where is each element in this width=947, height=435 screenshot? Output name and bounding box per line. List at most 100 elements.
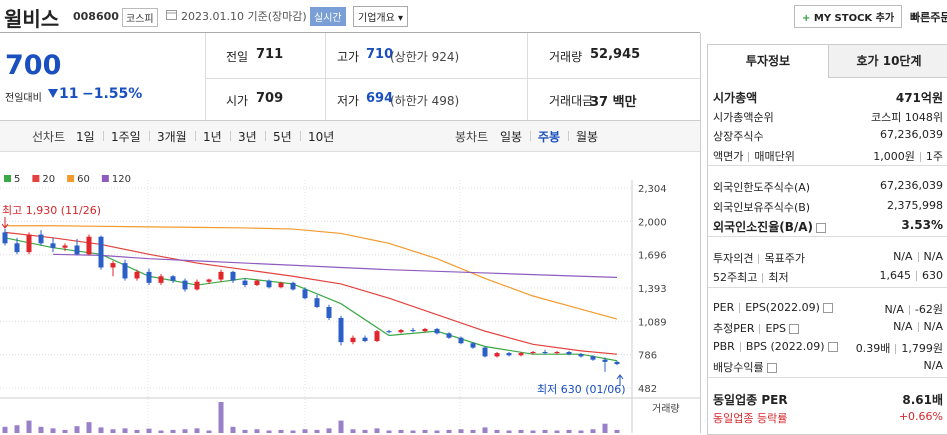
quote-value: 711 [256,47,284,62]
candle-period-tab[interactable]: 주봉 [538,130,561,144]
volume-bar [38,426,44,433]
tab-separator [530,131,531,141]
volume-bar [590,429,596,433]
quote-value: 709 [256,91,284,106]
separator [916,271,917,281]
info-row: 외국인한도주식수(A) 67,236,039 [713,179,943,195]
divider [700,33,701,433]
info-label-part: 동일업종 등락률 [713,412,788,425]
separator [895,343,897,354]
help-icon [822,302,833,313]
panel-tab[interactable]: 투자정보 [708,45,828,77]
quote-label: 저가 [337,94,360,108]
candle-body [362,337,368,342]
legend-label: 120 [112,174,131,185]
volume-bar [62,429,68,433]
y-tick-label: 2,304 [638,184,667,195]
info-value-part: N/A [884,302,904,316]
candle-body [566,351,572,355]
candle-period-tab[interactable]: 일봉 [500,130,523,144]
volume-bar [386,430,392,433]
candle-body [62,245,68,248]
info-value: 2,375,998 [887,199,943,215]
info-label: 외국인소진율(B/A) [713,218,827,235]
mystock-button[interactable]: + MY STOCK 추가 [794,5,903,28]
quote-extra: (하한가 498) [390,94,460,108]
info-row: 동일업종 PER 8.61배 [713,391,943,408]
candle-body [398,330,404,333]
info-value-part: 471억원 [895,91,943,105]
moving-average [52,253,618,278]
volume-bar [614,429,620,433]
candle-body [434,328,440,334]
panel-tab[interactable]: 호가 10단계 [828,45,947,78]
info-label-part: 배당수익률 [713,361,764,374]
candle-body [494,353,500,357]
panel-divider [708,286,947,288]
separator [908,304,910,315]
period-tab[interactable]: 10년 [308,130,335,144]
info-value-part: 67,236,039 [880,179,943,192]
volume-bar [14,425,20,433]
panel-divider [708,165,947,166]
period-tab[interactable]: 1일 [76,130,95,144]
separator [748,151,750,162]
info-label-part: 외국인한도주식수(A) [713,181,811,194]
volume-bar [134,429,140,433]
info-value: 67,236,039 [880,179,943,195]
volume-bar [518,429,524,433]
candle-body [578,354,584,357]
quick-order[interactable]: 빠른주문 [910,11,947,24]
volume-bar [2,426,8,433]
divider [527,33,528,120]
candle-period-tab[interactable]: 월봉 [576,130,599,144]
volume-bar [206,430,212,433]
info-label-part: 시가총액 [713,91,758,105]
candle-body [242,280,248,286]
legend-swatch [4,175,11,182]
info-label: PBR BPS (2022.09) [713,340,838,356]
volume-bar [290,430,296,433]
realtime-badge[interactable]: 실시간 [310,7,346,26]
tab-separator [195,131,196,141]
tab-separator [568,131,569,141]
info-row: 시가총액 471억원 [713,89,943,106]
candle-body [146,271,152,283]
candle-body [26,234,32,253]
info-value: N/A [924,359,943,375]
volume-bar [314,429,320,433]
volume-bar [254,429,260,433]
volume-bar [326,428,332,433]
volume-bar [470,429,476,433]
candle-body [290,282,296,290]
high-label: 최고 1,930 (11/26) [2,204,101,217]
period-tab[interactable]: 3년 [238,130,257,144]
info-row: 52주최고 최저 1,645 630 [713,269,943,285]
period-tab[interactable]: 5년 [273,130,292,144]
company-button[interactable]: 기업개요 ▾ [353,6,409,27]
volume-bar [482,427,488,433]
calendar-icon [166,10,177,20]
candle-body [350,337,356,343]
period-tab[interactable]: 1년 [203,130,222,144]
volume-bar [410,430,416,433]
volume-bar [422,429,428,433]
info-value-part: N/A [923,320,943,333]
candle-body [182,280,188,290]
help-icon [789,324,800,334]
volume-bar [302,429,308,433]
period-tab[interactable]: 3개월 [157,130,187,144]
legend-label: 60 [77,174,90,185]
period-tab[interactable]: 1주일 [111,130,141,144]
volume-bar [146,428,152,433]
info-value: 8.61배 [902,391,943,408]
volume-bar [98,427,104,433]
moving-average [4,237,618,362]
info-label-part: 추정PER [713,322,755,335]
y-tick-label: 786 [638,351,657,362]
candle-body [386,331,392,333]
change-rate: −1.55% [82,86,143,102]
info-value-part: N/A [893,249,913,263]
mystock-label: MY STOCK 추가 [813,13,895,24]
info-label-part: PER [713,300,735,314]
